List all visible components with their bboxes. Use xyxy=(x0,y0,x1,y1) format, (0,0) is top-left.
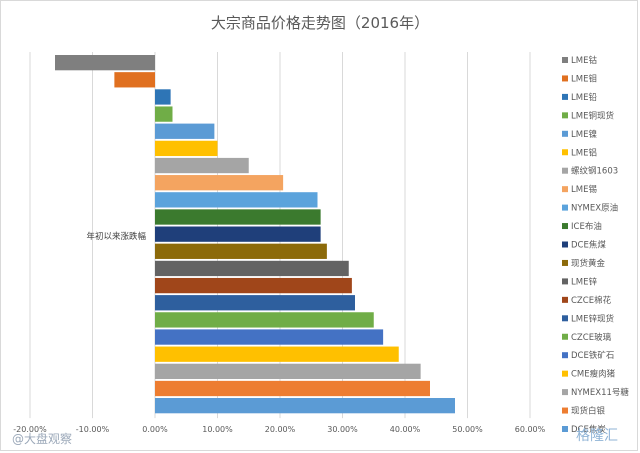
bar xyxy=(114,72,155,88)
legend-swatch xyxy=(562,407,568,414)
bar xyxy=(155,226,321,242)
x-tick-label: 30.00% xyxy=(327,425,358,434)
legend-swatch xyxy=(562,278,568,285)
bar xyxy=(155,260,349,277)
legend-swatch xyxy=(562,149,568,156)
bar xyxy=(155,380,430,397)
legend-swatch xyxy=(562,75,568,82)
bars xyxy=(55,55,455,414)
legend-label: 螺纹钢1603 xyxy=(571,166,618,177)
legend-label: CME瘦肉猪 xyxy=(571,369,616,380)
bar xyxy=(155,106,173,122)
bar xyxy=(155,329,384,345)
legend-label: DCE铁矿石 xyxy=(571,350,614,361)
x-tick-label: -20.00% xyxy=(13,425,47,434)
legend-label: LME锌 xyxy=(571,276,597,287)
legend-label: ICE布油 xyxy=(571,221,602,232)
bar xyxy=(155,346,399,362)
legend-label: LME钴 xyxy=(571,55,597,66)
legend-label: CZCE棉花 xyxy=(571,295,612,306)
x-tick-label: 20.00% xyxy=(265,425,296,434)
x-tick-label: 40.00% xyxy=(390,425,421,434)
legend-label: CZCE玻璃 xyxy=(571,332,612,343)
legend-swatch xyxy=(562,352,568,359)
bar xyxy=(155,157,249,174)
legend-swatch xyxy=(562,93,568,100)
bar xyxy=(155,243,327,259)
watermark-left: @大盘观察 xyxy=(12,432,73,446)
bar xyxy=(155,89,171,105)
bar xyxy=(155,295,355,311)
legend-swatch xyxy=(562,186,568,193)
legend-swatch xyxy=(562,241,568,248)
legend-label: LME钼 xyxy=(571,73,597,84)
legend-label: LME锡 xyxy=(571,185,597,195)
legend-swatch xyxy=(562,370,568,377)
bar xyxy=(155,363,421,379)
x-tick-label: 50.00% xyxy=(452,425,483,434)
category-label: 年初以来涨跌幅 xyxy=(86,231,146,242)
legend-label: 现货白银 xyxy=(571,406,606,417)
bar xyxy=(155,277,352,294)
x-tick-label: 0.00% xyxy=(142,425,168,434)
legend-label: NYMEX11号糖 xyxy=(571,387,629,398)
bar xyxy=(155,209,321,225)
bar xyxy=(155,140,218,157)
x-tick-label: 60.00% xyxy=(515,425,546,434)
bar xyxy=(55,55,155,71)
legend-label: LME铝 xyxy=(571,147,597,158)
x-tick-label: 10.00% xyxy=(202,425,233,434)
legend-label: NYMEX原油 xyxy=(571,203,618,214)
legend-swatch xyxy=(562,112,568,119)
legend-swatch xyxy=(562,130,568,137)
legend-label: LME锌现货 xyxy=(571,313,614,324)
legend-swatch xyxy=(562,167,568,174)
legend-label: 现货黄金 xyxy=(571,258,606,269)
watermark-right: 格隆汇 xyxy=(576,428,618,444)
legend-swatch xyxy=(562,426,568,432)
legend-label: DCE焦煤 xyxy=(571,240,606,251)
bar xyxy=(155,192,318,208)
bar xyxy=(155,175,284,191)
legend-swatch xyxy=(562,296,568,303)
legend-label: LME铅 xyxy=(571,92,597,103)
chart-title: 大宗商品价格走势图（2016年） xyxy=(210,14,430,32)
legend-swatch xyxy=(562,204,568,211)
legend-label: DCE焦炭 xyxy=(571,424,606,435)
x-axis-ticks: -20.00% -10.00% 0.00% 10.00% 20.00% 30.00% 40.… xyxy=(13,425,545,434)
bar xyxy=(155,398,455,414)
legend-swatch xyxy=(562,389,568,396)
legend-swatch xyxy=(562,333,568,340)
bar xyxy=(155,312,374,328)
legend-label: LME镍 xyxy=(571,129,597,140)
legend-swatch xyxy=(562,259,568,266)
legend-swatch xyxy=(562,315,568,322)
legend-swatch xyxy=(562,223,568,230)
legend-label: LME铜现货 xyxy=(571,110,614,121)
bar xyxy=(155,123,215,139)
legend-swatch xyxy=(562,57,568,63)
x-tick-label: -10.00% xyxy=(76,425,110,434)
